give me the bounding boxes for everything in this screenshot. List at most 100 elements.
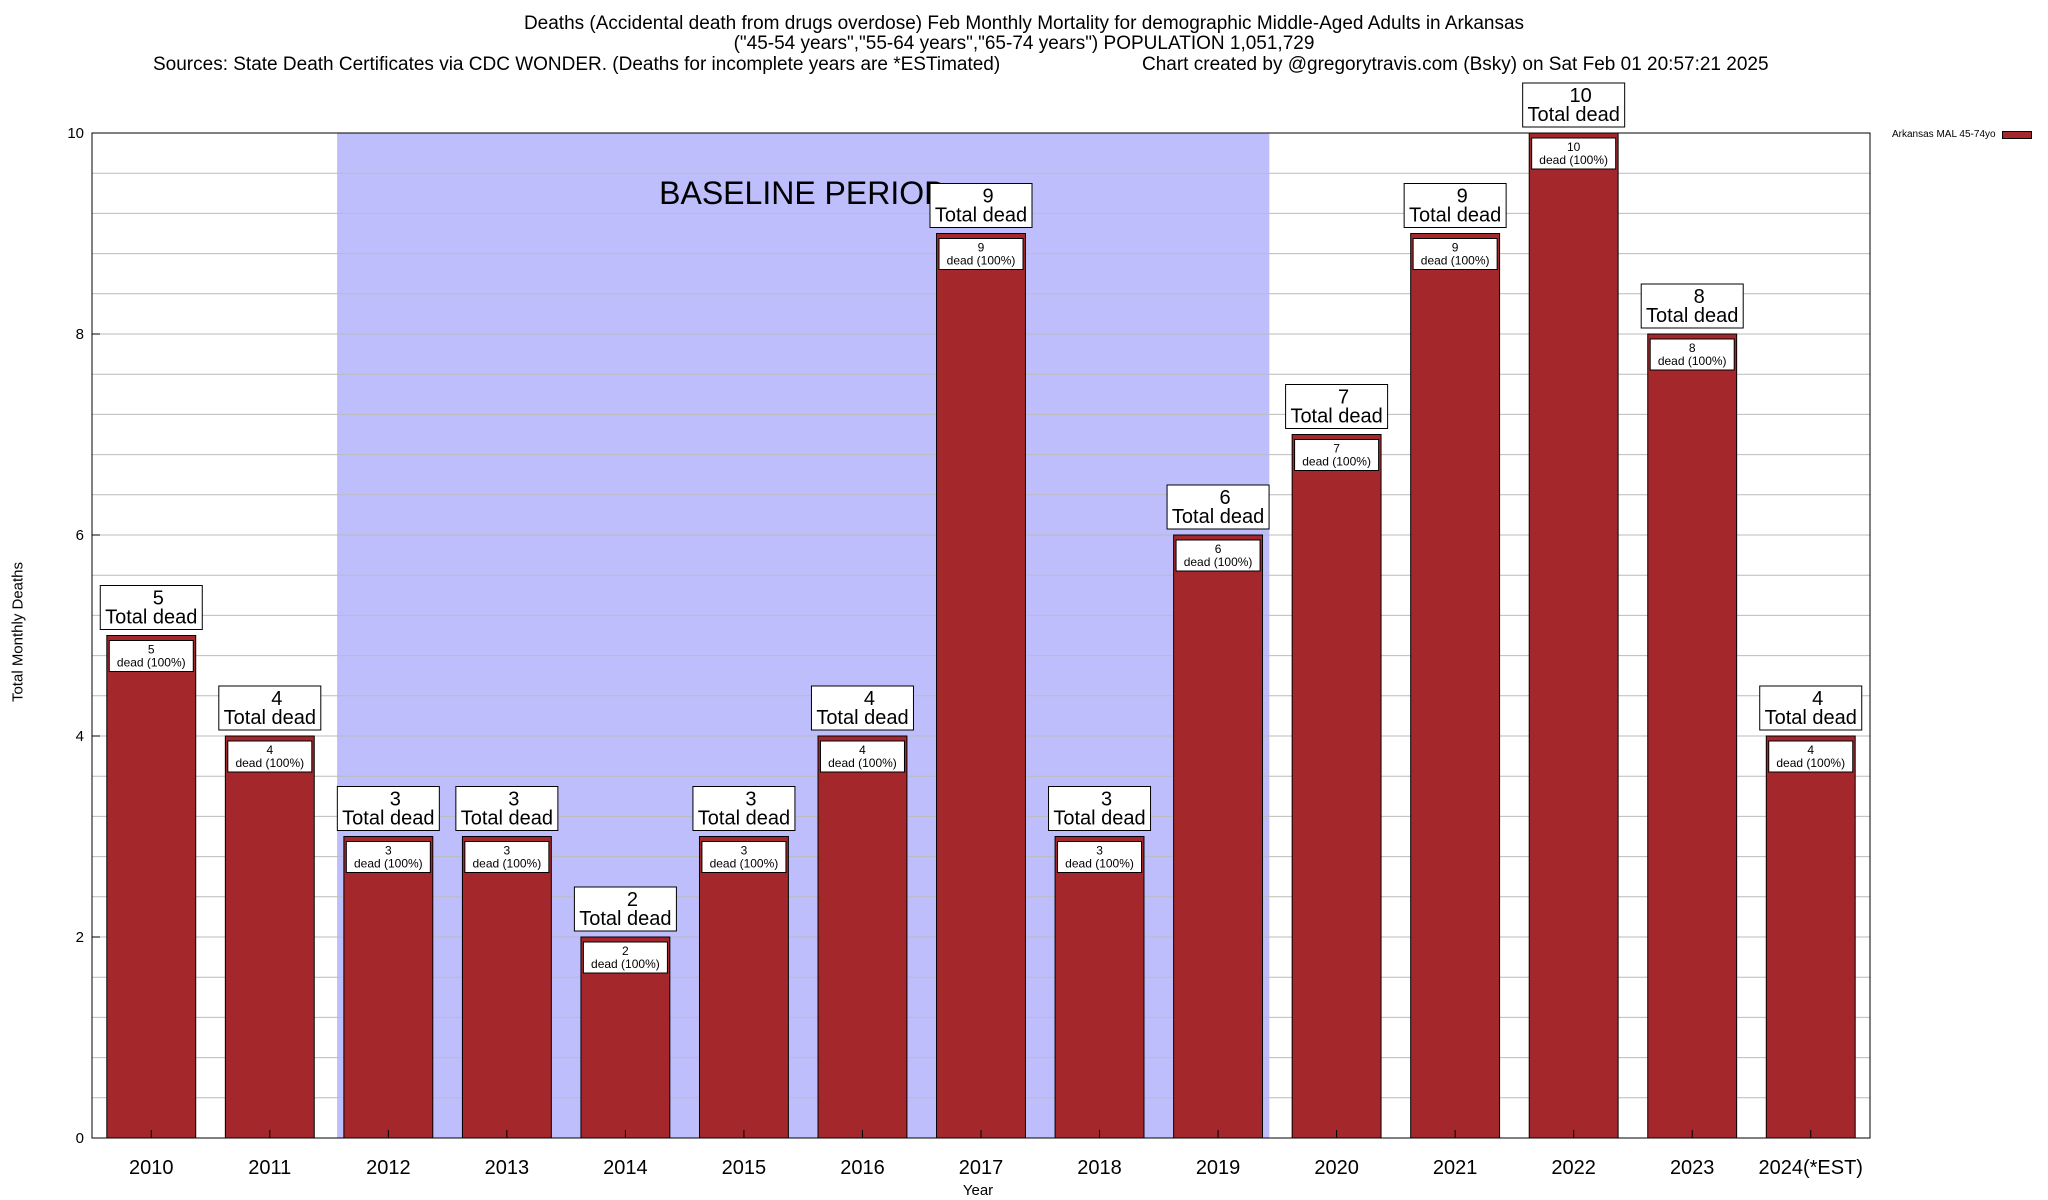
bar-inner-label-box — [108, 640, 194, 672]
data-label-value: 2 — [627, 889, 638, 911]
bar — [1173, 534, 1264, 1139]
data-label-box — [99, 585, 203, 630]
y-tick-label: 6 — [76, 527, 84, 544]
data-label-box — [692, 786, 796, 831]
data-label-box — [1166, 484, 1270, 530]
chart-credit: Chart created by @gregorytravis.com (Bsk… — [1142, 54, 1769, 75]
bar-inner-label-box — [938, 238, 1024, 270]
data-label-text: Total dead — [1528, 104, 1620, 126]
x-tick-label: 2018 — [1077, 1157, 1122, 1179]
bar-inner-label: dead (100%) — [117, 656, 186, 670]
bar-inner-value: 10 — [1567, 140, 1581, 154]
data-label-box — [929, 183, 1033, 228]
plot-border — [91, 132, 1871, 1139]
data-label-box — [1759, 685, 1863, 731]
bar — [698, 836, 789, 1139]
data-label-value: 3 — [1101, 789, 1112, 811]
data-label-box — [1403, 183, 1507, 228]
bar-inner-label-box — [1294, 439, 1380, 471]
data-label-value: 10 — [1570, 85, 1592, 107]
bar-inner-label-box — [464, 841, 550, 873]
data-label-text: Total dead — [816, 707, 908, 729]
bar-inner-value: 3 — [504, 844, 511, 858]
bar-inner-label: dead (100%) — [354, 857, 423, 871]
y-axis-label: Total Monthly Deaths — [9, 561, 27, 703]
x-tick-label: 2010 — [129, 1157, 174, 1179]
data-label-box — [455, 786, 559, 831]
bar — [1054, 836, 1145, 1139]
bar-inner-label: dead (100%) — [1658, 354, 1727, 368]
chart-title-block: Deaths (Accidental death from drugs over… — [0, 14, 2048, 54]
bar — [224, 735, 315, 1139]
x-tick-label: 2021 — [1433, 1157, 1478, 1179]
data-label-text: Total dead — [1290, 406, 1382, 428]
bar — [343, 836, 434, 1139]
bar-inner-label: dead (100%) — [1302, 455, 1371, 469]
data-label-value: 5 — [153, 588, 164, 610]
bar-inner-label-box — [1768, 740, 1854, 773]
bar-inner-label: dead (100%) — [235, 756, 304, 770]
x-tick-label: 2011 — [248, 1157, 291, 1179]
bar-inner-label-box — [819, 740, 905, 773]
bar-inner-value: 4 — [859, 743, 866, 757]
x-tick-label: 2016 — [840, 1157, 885, 1179]
bar — [817, 735, 908, 1139]
data-label-text: Total dead — [579, 908, 671, 930]
data-label-box — [218, 685, 322, 731]
chart-title: Deaths (Accidental death from drugs over… — [523, 13, 1525, 34]
bar-inner-value: 3 — [1096, 844, 1103, 858]
bar-inner-label: dead (100%) — [1539, 153, 1608, 167]
data-label-value: 8 — [1694, 286, 1705, 308]
data-label-text: Total dead — [1172, 506, 1264, 528]
bar-inner-value: 3 — [741, 844, 748, 858]
data-label-text: Total dead — [698, 808, 790, 830]
data-label-text: Total dead — [224, 707, 316, 729]
bar-inner-label: dead (100%) — [828, 756, 897, 770]
data-label-box — [573, 886, 677, 932]
data-label-text: Total dead — [1409, 205, 1501, 227]
data-label-value: 6 — [1220, 487, 1231, 509]
y-tick-label: 0 — [76, 1130, 84, 1147]
bar-inner-label-box — [1057, 841, 1143, 873]
data-label-value: 3 — [390, 789, 401, 811]
x-tick-label: 2015 — [722, 1157, 767, 1179]
data-label-value: 9 — [982, 186, 993, 208]
chart-source: Sources: State Death Certificates via CD… — [153, 54, 1001, 75]
data-label-value: 4 — [271, 688, 282, 710]
data-label-text: Total dead — [461, 808, 553, 830]
data-label-box — [336, 786, 440, 831]
bar — [106, 635, 197, 1139]
bar-inner-label-box — [1175, 539, 1261, 572]
data-label-text: Total dead — [1053, 808, 1145, 830]
bar — [1410, 233, 1501, 1139]
data-label-box — [1048, 786, 1152, 831]
bar-inner-label-box — [1649, 338, 1735, 371]
bar-inner-label: dead (100%) — [1776, 756, 1845, 770]
data-label-box — [1640, 283, 1744, 329]
bar-inner-label-box — [1412, 238, 1498, 270]
bar-inner-value: 2 — [622, 944, 629, 958]
x-axis-label: Year — [962, 1182, 994, 1199]
bar-inner-value: 3 — [385, 844, 392, 858]
bar-inner-label: dead (100%) — [1421, 254, 1490, 268]
x-tick-label: 2014 — [603, 1157, 648, 1179]
data-label-text: Total dead — [935, 205, 1027, 227]
data-label-box — [810, 685, 914, 731]
bar-inner-label-box — [1531, 137, 1617, 170]
data-label-text: Total dead — [105, 607, 197, 629]
y-tick-label: 2 — [76, 929, 84, 946]
bar — [936, 233, 1026, 1139]
x-tick-label: 2023 — [1670, 1157, 1715, 1179]
data-label-text: Total dead — [342, 808, 434, 830]
bar — [461, 836, 552, 1139]
x-tick-label: 2022 — [1551, 1157, 1596, 1179]
data-label-value: 9 — [1457, 186, 1468, 208]
bar-inner-label: dead (100%) — [710, 857, 779, 871]
data-label-box — [1285, 384, 1389, 429]
y-tick-label: 4 — [76, 728, 84, 745]
baseline-label: BASELINE PERIOD — [659, 175, 947, 211]
bar-inner-label: dead (100%) — [591, 957, 660, 971]
bar-inner-label-box — [227, 740, 313, 773]
x-tick-label: 2013 — [485, 1157, 530, 1179]
bar-inner-label: dead (100%) — [473, 857, 542, 871]
